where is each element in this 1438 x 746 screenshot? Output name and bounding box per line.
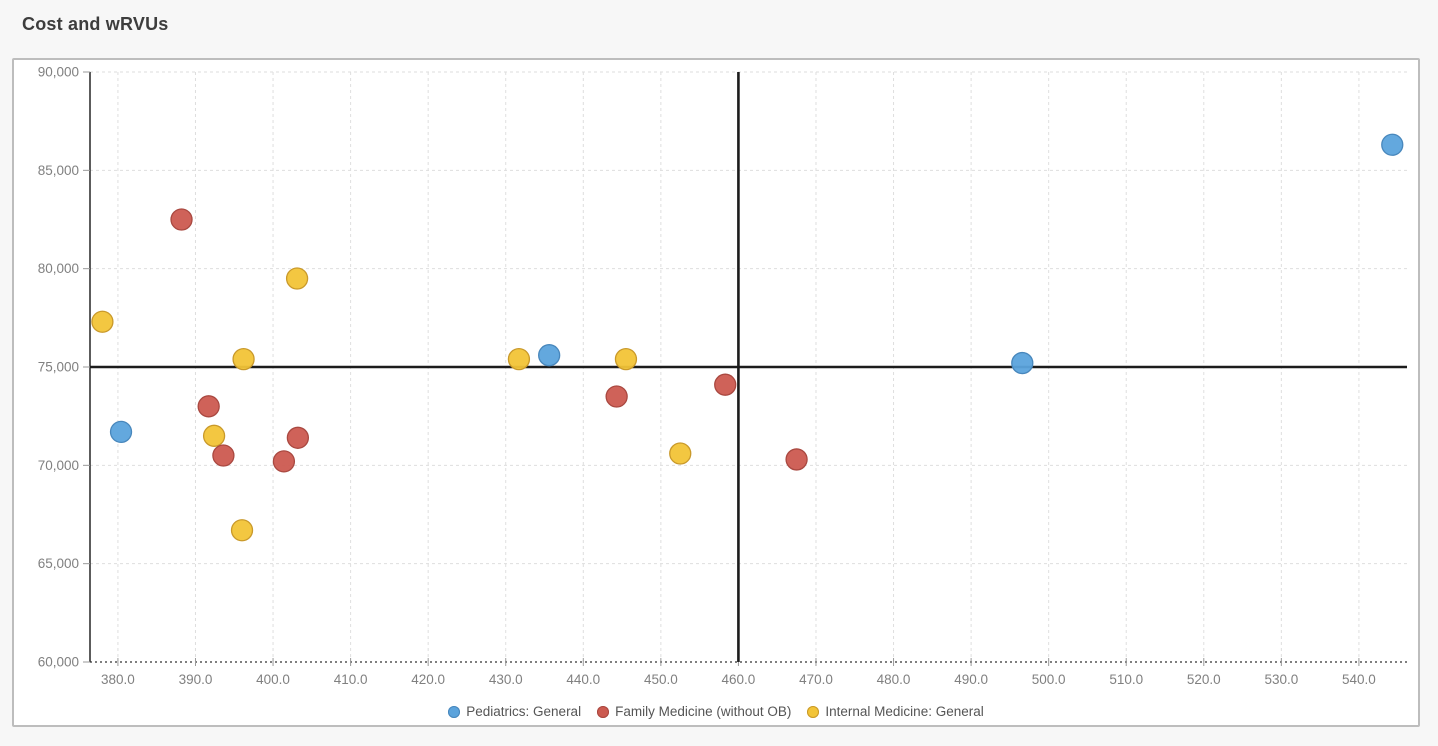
y-tick-label: 70,000 — [38, 458, 79, 473]
y-tick-label: 90,000 — [38, 65, 79, 80]
x-tick-label: 470.0 — [799, 672, 833, 687]
data-point[interactable] — [230, 519, 254, 542]
legend-item[interactable]: Pediatrics: General — [448, 704, 581, 719]
y-tick-label: 65,000 — [38, 556, 79, 571]
x-axis: 380.0 390.0 400.0 410.0 420.0 430.0 440.0 450.0… — [90, 658, 1407, 687]
x-tick-label: 510.0 — [1109, 672, 1143, 687]
data-point[interactable] — [669, 442, 692, 465]
chart-title: Cost and wRVUs — [22, 14, 169, 34]
x-tick-label: 440.0 — [566, 672, 600, 687]
data-point[interactable] — [538, 344, 561, 367]
chart-legend: Pediatrics: General Family Medicine (with… — [14, 704, 1418, 719]
y-tick-label: 85,000 — [38, 163, 79, 178]
data-point[interactable] — [91, 310, 114, 333]
x-tick-label: 390.0 — [179, 672, 213, 687]
x-tick-label: 410.0 — [334, 672, 368, 687]
data-point[interactable] — [1011, 351, 1034, 375]
y-axis: 60,000 65,000 70,000 75,000 80,000 85,000 90,0… — [38, 65, 91, 670]
x-tick-label: 490.0 — [954, 672, 988, 687]
x-tick-label: 420.0 — [411, 672, 445, 687]
data-point[interactable] — [170, 208, 193, 231]
data-point[interactable] — [286, 426, 310, 449]
data-point[interactable] — [614, 347, 638, 371]
data-point[interactable] — [1381, 133, 1404, 156]
y-tick-label: 60,000 — [38, 655, 79, 670]
y-tick-label: 75,000 — [38, 360, 79, 375]
data-point[interactable] — [714, 373, 737, 396]
data-point[interactable] — [605, 385, 628, 408]
x-tick-label: 540.0 — [1342, 672, 1376, 687]
x-tick-label: 380.0 — [101, 672, 135, 687]
legend-label: Pediatrics: General — [466, 704, 582, 719]
data-point[interactable] — [785, 448, 808, 471]
x-tick-label: 480.0 — [877, 672, 911, 687]
series-pediatrics-general — [109, 133, 1404, 444]
legend-item[interactable]: Family Medicine (without OB) — [597, 704, 791, 719]
legend-label: Family Medicine (without OB) — [615, 704, 792, 719]
legend-item[interactable]: Internal Medicine: General — [807, 704, 984, 719]
legend-marker-icon — [597, 705, 610, 718]
x-tick-label: 530.0 — [1264, 672, 1298, 687]
data-point[interactable] — [212, 444, 235, 467]
x-tick-label: 400.0 — [256, 672, 290, 687]
data-point[interactable] — [272, 450, 296, 473]
data-point[interactable] — [109, 420, 133, 444]
data-point[interactable] — [197, 395, 220, 418]
series-internal-medicine-general — [91, 267, 692, 542]
reference-lines — [90, 72, 1407, 662]
data-point[interactable] — [507, 347, 531, 371]
y-tick-label: 80,000 — [38, 261, 79, 276]
x-tick-label: 520.0 — [1187, 672, 1221, 687]
legend-label: Internal Medicine: General — [825, 704, 984, 719]
x-tick-label: 500.0 — [1032, 672, 1066, 687]
scatter-plot-canvas[interactable]: 380.0 390.0 400.0 410.0 420.0 430.0 440.0 450.0… — [14, 60, 1414, 721]
legend-marker-icon — [448, 705, 461, 718]
x-tick-label: 450.0 — [644, 672, 678, 687]
x-tick-label: 430.0 — [489, 672, 523, 687]
series-family-medicine-without-ob- — [170, 208, 808, 473]
data-point[interactable] — [232, 347, 255, 371]
data-point[interactable] — [285, 267, 309, 290]
legend-marker-icon — [807, 705, 820, 718]
chart-panel: 380.0 390.0 400.0 410.0 420.0 430.0 440.0 450.0… — [12, 58, 1420, 727]
x-tick-label: 460.0 — [722, 672, 756, 687]
data-point[interactable] — [202, 424, 226, 447]
